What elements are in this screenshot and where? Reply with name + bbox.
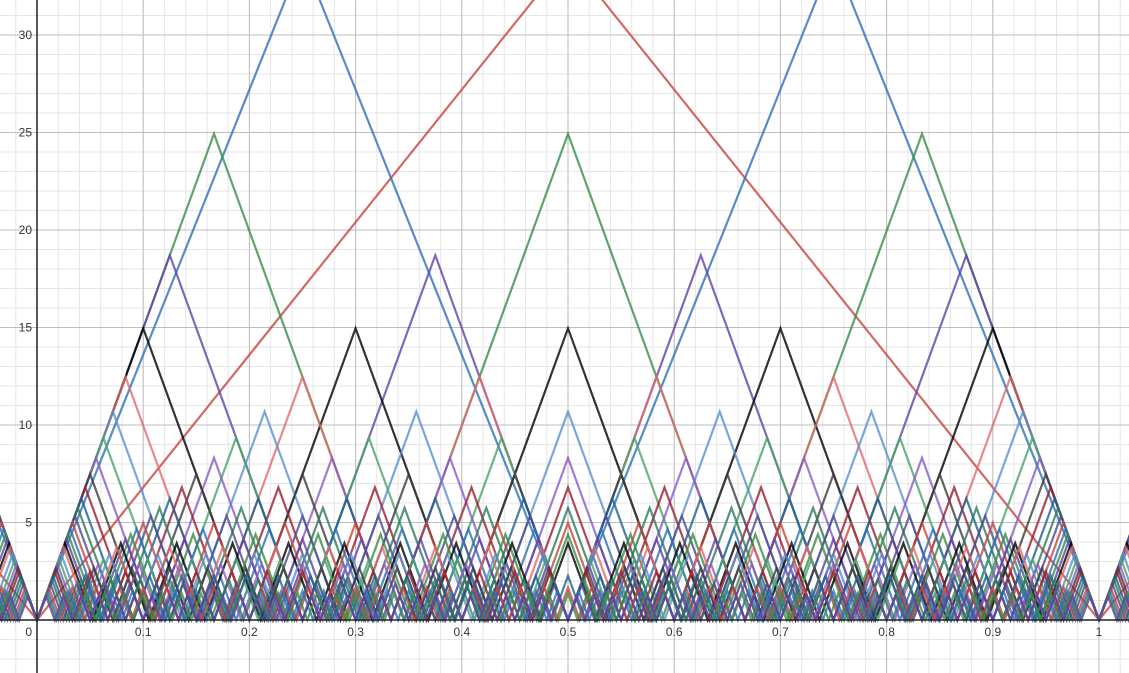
x-tick-label: 0.1: [135, 625, 152, 639]
y-tick-label: 10: [19, 418, 33, 432]
x-tick-label: 0.5: [560, 625, 577, 639]
y-tick-label: 25: [19, 126, 33, 140]
series-line-13: [0, 504, 1129, 624]
series-line-7: [0, 408, 1129, 624]
series-line-19: [0, 539, 1129, 624]
series-line-3: [0, 130, 1129, 624]
x-tick-label: 1: [1096, 625, 1103, 639]
x-tick-label: 0.9: [984, 625, 1001, 639]
x-tick-label: 0.7: [772, 625, 789, 639]
x-tick-label: 0.6: [666, 625, 683, 639]
series-line-17: [0, 530, 1129, 624]
series-line-26: [0, 572, 1129, 624]
series-line-31: [0, 590, 1129, 624]
x-tick-label: 0.8: [878, 625, 895, 639]
x-tick-label: 0.4: [453, 625, 470, 639]
y-tick-label: 20: [19, 223, 33, 237]
x-tick-label: 0.2: [241, 625, 258, 639]
y-tick-label: 15: [19, 321, 33, 335]
origin-label: 0: [25, 625, 32, 639]
y-tick-label: 30: [19, 28, 33, 42]
x-tick-label: 0.3: [347, 625, 364, 639]
y-tick-label: 5: [25, 516, 32, 530]
